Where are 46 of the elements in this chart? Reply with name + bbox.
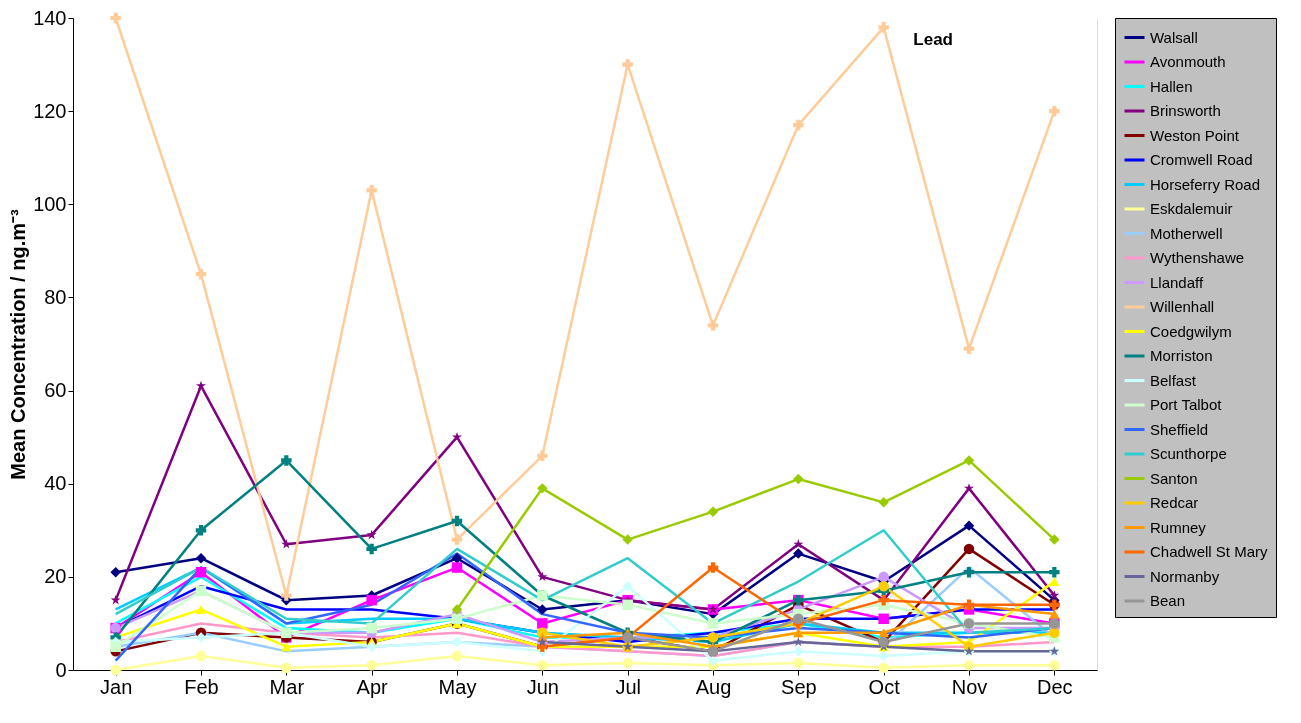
y-tick-label: 80 — [44, 285, 67, 308]
legend-label: Santon — [1150, 469, 1198, 487]
y-tick-label: 0 — [55, 658, 67, 681]
legend-label: Coedgwilym — [1150, 322, 1232, 340]
y-tick-label: 40 — [44, 472, 67, 495]
x-tick-label: Feb — [184, 675, 219, 698]
y-tick-label: 120 — [33, 99, 67, 122]
y-axis-title: Mean Concentration / ng.m⁻³ — [7, 208, 30, 480]
y-tick-label: 60 — [44, 379, 67, 402]
x-tick-label: Apr — [356, 675, 389, 698]
legend-label: Motherwell — [1150, 224, 1223, 242]
legend-label: Brinsworth — [1150, 102, 1221, 119]
legend-label: Port Talbot — [1150, 396, 1223, 413]
legend-label: Horseferry Road — [1150, 175, 1261, 193]
x-tick-label: Aug — [695, 675, 732, 698]
legend-label: Morriston — [1150, 347, 1213, 364]
legend-label: Hallen — [1150, 77, 1193, 95]
x-tick-label: Jan — [100, 675, 133, 698]
x-tick-label: Mar — [269, 675, 305, 698]
x-tick-label: Dec — [1037, 675, 1073, 698]
legend-label: Belfast — [1150, 371, 1197, 389]
legend-label: Normanby — [1150, 567, 1220, 585]
legend-label: Scunthorpe — [1150, 445, 1227, 462]
legend-label: Llandaff — [1150, 273, 1204, 291]
x-tick-label: May — [438, 675, 477, 698]
legend-label: Wythenshawe — [1150, 249, 1245, 266]
legend-label: Weston Point — [1150, 126, 1240, 144]
legend-label: Redcar — [1150, 494, 1199, 511]
x-tick-label: Jul — [615, 675, 641, 698]
x-tick-label: Jun — [526, 675, 559, 698]
legend-label: Cromwell Road — [1150, 151, 1253, 168]
legend-label: Rumney — [1150, 518, 1207, 536]
x-tick-label: Nov — [951, 675, 988, 698]
legend-label: Walsall — [1150, 28, 1198, 46]
x-tick-label: Sep — [781, 675, 817, 698]
y-tick-label: 100 — [33, 192, 67, 215]
legend-label: Avonmouth — [1150, 53, 1226, 70]
legend-label: Sheffield — [1150, 420, 1209, 438]
y-tick-label: 140 — [33, 6, 67, 29]
annotation: Lead — [913, 30, 953, 49]
x-tick-label: Oct — [868, 675, 901, 698]
legend-label: Willenhall — [1150, 298, 1215, 315]
legend-label: Chadwell St Mary — [1150, 543, 1269, 560]
legend-label: Eskdalemuir — [1150, 200, 1233, 217]
legend-label: Bean — [1150, 592, 1186, 609]
y-tick-label: 20 — [44, 565, 67, 588]
